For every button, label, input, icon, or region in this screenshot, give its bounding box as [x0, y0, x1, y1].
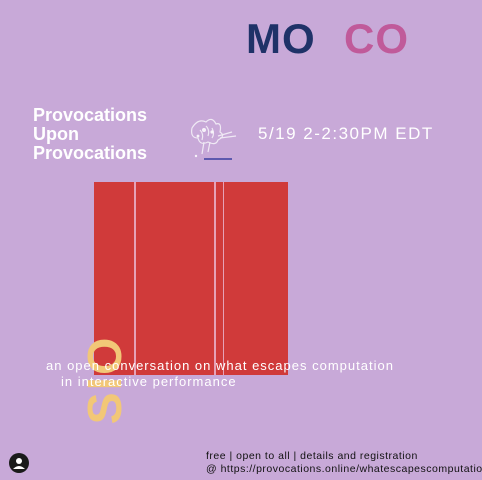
header-word-mo: MO: [246, 15, 316, 62]
splash-tree-sketch-icon: [182, 110, 240, 166]
stripe: [214, 182, 216, 375]
subtitle-line-2: in interactive performance: [61, 374, 237, 389]
title-line-1: Provocations: [33, 105, 148, 125]
event-title: Provocations Upon Provocations: [33, 106, 183, 163]
event-date-time: 5/19 2-2:30PM EDT: [258, 124, 434, 143]
stripe: [134, 182, 136, 375]
footer-info: free | open to all | details and registr…: [206, 450, 418, 462]
title-line-3: Provocations: [33, 143, 148, 163]
header-word-co: CO: [344, 15, 409, 62]
subtitle-line-1: an open conversation on what escapes com…: [46, 358, 394, 373]
user-avatar-icon[interactable]: [9, 453, 29, 473]
red-block: [94, 182, 288, 375]
title-line-2: Upon: [33, 124, 79, 144]
footer-link[interactable]: @ https://provocations.online/whatescape…: [206, 463, 482, 475]
stripe: [223, 182, 224, 375]
